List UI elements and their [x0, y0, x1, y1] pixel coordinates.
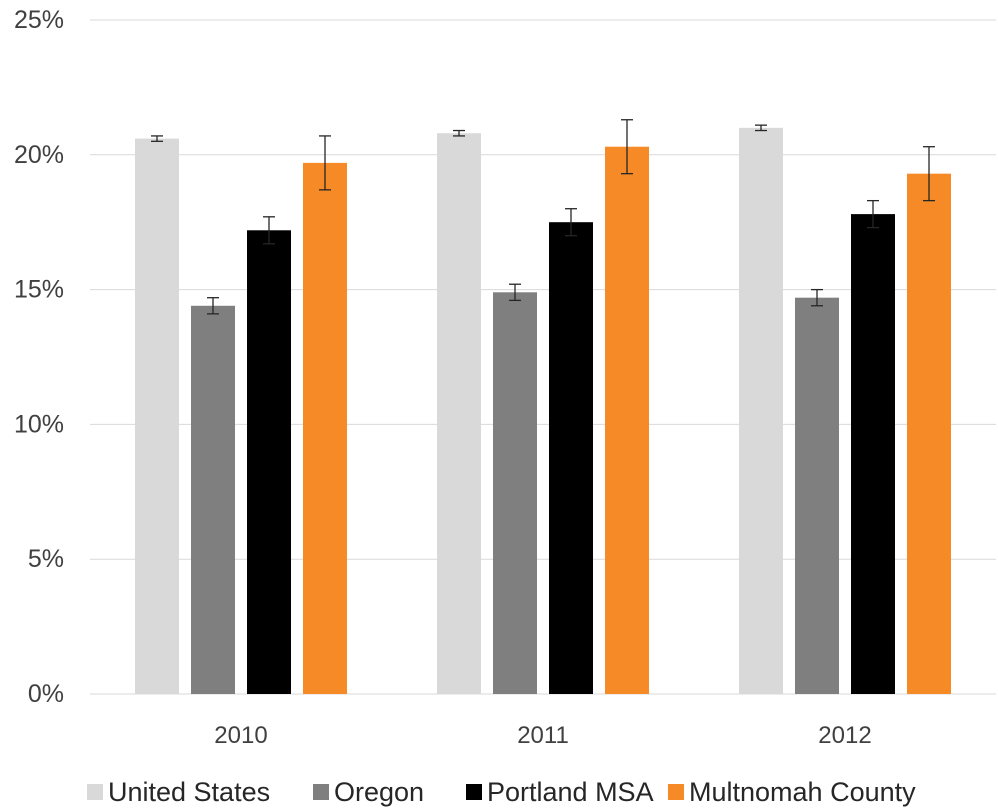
- error-bar: [319, 135, 331, 191]
- bar: [549, 222, 593, 694]
- bar: [907, 173, 951, 694]
- x-category-label: 2012: [818, 722, 871, 749]
- legend-item: United States: [87, 777, 270, 807]
- legend-item: Portland MSA: [466, 777, 654, 807]
- legend-swatch: [466, 784, 482, 800]
- legend-label: Oregon: [334, 777, 424, 807]
- y-tick-label: 0%: [28, 680, 64, 708]
- y-axis-tick-labels: 0% 5% 10% 15% 20% 25%: [14, 6, 64, 708]
- bar: [493, 292, 537, 694]
- error-bar: [207, 297, 219, 315]
- bar-series: [135, 127, 951, 695]
- bar: [795, 297, 839, 694]
- gridlines: [90, 19, 996, 695]
- bar: [437, 133, 481, 694]
- bar: [605, 146, 649, 694]
- bar: [247, 230, 291, 694]
- legend-swatch: [87, 784, 103, 800]
- legend-label: United States: [108, 777, 270, 807]
- error-bar: [755, 124, 767, 132]
- bar: [851, 214, 895, 694]
- error-bars: [151, 119, 935, 315]
- y-tick-label: 25%: [14, 6, 64, 34]
- legend-item: Multnomah County: [668, 777, 916, 807]
- y-tick-label: 5%: [28, 545, 64, 573]
- bar: [191, 305, 235, 694]
- legend-label: Portland MSA: [487, 777, 654, 807]
- legend: United States Oregon Portland MSA Multnomah…: [87, 777, 916, 807]
- bar: [739, 127, 783, 695]
- error-bar: [453, 129, 465, 137]
- error-bar: [621, 119, 633, 175]
- error-bar: [923, 146, 935, 202]
- error-bar: [263, 216, 275, 245]
- error-bar: [867, 199, 879, 229]
- legend-swatch: [668, 784, 684, 800]
- y-tick-label: 15%: [14, 276, 64, 304]
- bar: [303, 162, 347, 694]
- legend-item: Oregon: [313, 777, 424, 807]
- legend-swatch: [313, 784, 329, 800]
- error-bar: [811, 288, 823, 307]
- y-tick-label: 10%: [14, 410, 64, 438]
- x-category-label: 2010: [214, 722, 267, 749]
- bar: [135, 138, 179, 694]
- error-bar: [565, 208, 577, 237]
- legend-label: Multnomah County: [689, 777, 916, 807]
- error-bar: [509, 283, 521, 302]
- y-tick-label: 20%: [14, 141, 64, 169]
- error-bar: [151, 135, 163, 142]
- x-category-label: 2011: [517, 722, 569, 749]
- x-axis-category-labels: 2010 2011 2012: [214, 722, 871, 749]
